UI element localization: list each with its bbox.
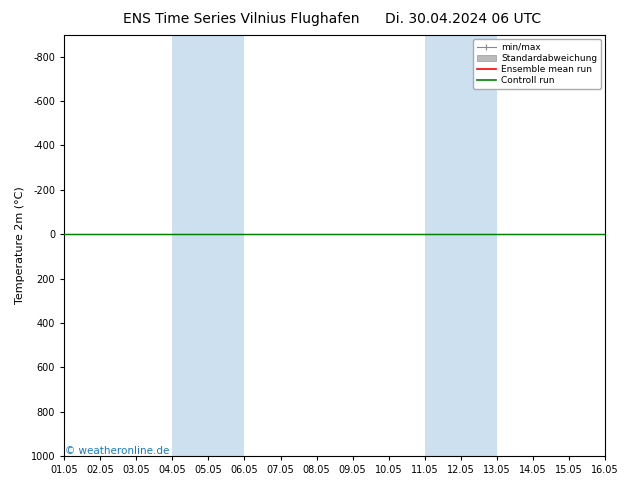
Bar (172, 35, 245, 456)
Text: Di. 30.04.2024 06 UTC: Di. 30.04.2024 06 UTC (385, 12, 541, 26)
Legend: min/max, Standardabweichung, Ensemble mean run, Controll run: min/max, Standardabweichung, Ensemble me… (473, 39, 600, 89)
Y-axis label: Temperature 2m (°C): Temperature 2m (°C) (15, 186, 25, 304)
Text: ENS Time Series Vilnius Flughafen: ENS Time Series Vilnius Flughafen (122, 12, 359, 26)
Bar (425, 35, 497, 456)
Text: © weatheronline.de: © weatheronline.de (65, 446, 169, 456)
